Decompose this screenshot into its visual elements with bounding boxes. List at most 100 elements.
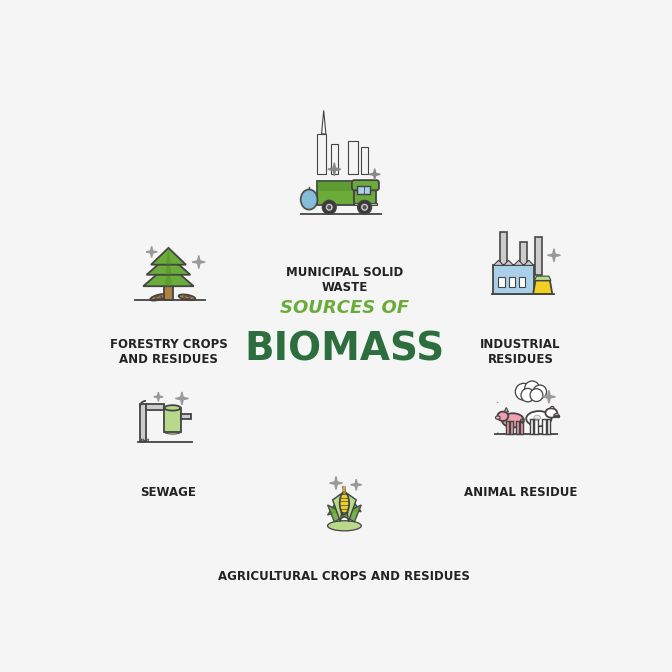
Bar <box>500 232 507 276</box>
Polygon shape <box>327 505 348 521</box>
Ellipse shape <box>554 413 559 417</box>
Polygon shape <box>166 248 171 265</box>
Bar <box>146 403 165 409</box>
Circle shape <box>530 388 543 401</box>
Circle shape <box>525 381 540 396</box>
Polygon shape <box>548 390 550 403</box>
Bar <box>348 140 358 174</box>
Bar <box>499 277 505 287</box>
Ellipse shape <box>151 294 167 300</box>
Text: ANIMAL RESIDUE: ANIMAL RESIDUE <box>464 485 577 499</box>
Polygon shape <box>181 392 183 405</box>
Bar <box>509 277 515 287</box>
Polygon shape <box>351 484 362 486</box>
Circle shape <box>327 206 331 209</box>
Polygon shape <box>146 251 157 253</box>
Polygon shape <box>548 254 560 257</box>
Polygon shape <box>533 280 552 294</box>
Bar <box>519 277 526 287</box>
Polygon shape <box>333 163 336 176</box>
Polygon shape <box>552 249 556 262</box>
Bar <box>536 237 542 276</box>
Polygon shape <box>369 173 380 175</box>
Text: BIOMASS: BIOMASS <box>245 331 444 369</box>
Polygon shape <box>198 255 200 269</box>
Bar <box>355 184 376 204</box>
FancyBboxPatch shape <box>352 180 379 190</box>
Ellipse shape <box>300 190 317 210</box>
Bar <box>505 421 509 435</box>
Polygon shape <box>154 396 163 398</box>
Bar <box>520 242 527 276</box>
Polygon shape <box>333 491 345 521</box>
Bar <box>515 421 519 435</box>
Ellipse shape <box>546 408 557 418</box>
Bar <box>547 419 550 434</box>
Polygon shape <box>534 276 551 280</box>
Polygon shape <box>542 395 556 398</box>
Circle shape <box>533 385 546 398</box>
Polygon shape <box>157 392 159 401</box>
Text: SOURCES OF: SOURCES OF <box>280 299 409 317</box>
Polygon shape <box>146 439 149 442</box>
Circle shape <box>323 200 336 214</box>
Text: FORESTRY CROPS
AND RESIDUES: FORESTRY CROPS AND RESIDUES <box>110 338 227 366</box>
Bar <box>181 414 191 419</box>
Polygon shape <box>151 247 153 257</box>
Bar <box>542 419 546 434</box>
Polygon shape <box>165 264 172 286</box>
Polygon shape <box>328 168 341 171</box>
Circle shape <box>497 402 499 403</box>
Bar <box>520 421 523 435</box>
Polygon shape <box>192 261 205 263</box>
Bar <box>165 408 181 432</box>
Polygon shape <box>355 479 358 491</box>
Bar <box>140 403 146 441</box>
Ellipse shape <box>495 416 500 419</box>
Bar <box>331 144 337 174</box>
Circle shape <box>521 388 534 402</box>
Circle shape <box>361 203 369 211</box>
Polygon shape <box>504 407 509 412</box>
Circle shape <box>325 203 333 211</box>
Polygon shape <box>341 505 362 521</box>
Bar <box>510 421 513 435</box>
Polygon shape <box>165 255 172 275</box>
Text: AGRICULTURAL CROPS AND RESIDUES: AGRICULTURAL CROPS AND RESIDUES <box>218 570 470 583</box>
Ellipse shape <box>165 405 181 411</box>
Bar <box>534 419 538 434</box>
Bar <box>317 134 326 174</box>
Ellipse shape <box>497 411 508 421</box>
Ellipse shape <box>550 407 554 409</box>
Polygon shape <box>493 260 534 265</box>
Text: INDUSTRIAL
RESIDUES: INDUSTRIAL RESIDUES <box>480 338 560 366</box>
Ellipse shape <box>179 294 196 300</box>
Circle shape <box>358 200 372 214</box>
Circle shape <box>515 383 532 400</box>
Text: SEWAGE: SEWAGE <box>140 485 196 499</box>
Polygon shape <box>146 255 190 275</box>
Polygon shape <box>151 248 186 265</box>
Polygon shape <box>345 491 356 521</box>
Bar <box>317 181 355 191</box>
Polygon shape <box>175 397 188 400</box>
Ellipse shape <box>165 430 181 434</box>
Bar <box>317 181 355 204</box>
Polygon shape <box>141 439 144 442</box>
Ellipse shape <box>502 413 524 427</box>
Ellipse shape <box>526 411 552 426</box>
Bar <box>493 265 534 294</box>
Ellipse shape <box>339 493 349 514</box>
Bar <box>165 283 173 300</box>
Polygon shape <box>341 495 362 511</box>
Bar <box>530 419 533 434</box>
Bar <box>362 147 368 174</box>
Polygon shape <box>327 495 348 515</box>
Polygon shape <box>374 169 376 180</box>
Polygon shape <box>329 482 343 485</box>
Polygon shape <box>143 264 194 286</box>
Circle shape <box>363 206 366 209</box>
Bar <box>354 203 378 205</box>
Bar <box>358 186 370 194</box>
Ellipse shape <box>327 521 362 531</box>
